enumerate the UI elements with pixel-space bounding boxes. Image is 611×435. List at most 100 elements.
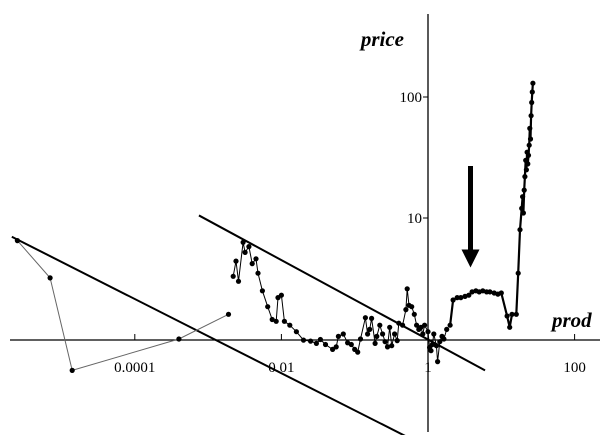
data-point bbox=[230, 273, 236, 279]
data-point bbox=[454, 295, 460, 301]
data-point bbox=[340, 331, 346, 337]
y-axis-title: price bbox=[359, 27, 404, 51]
data-point bbox=[433, 343, 439, 349]
x-axis-title: prod bbox=[550, 308, 592, 332]
data-point bbox=[437, 339, 443, 345]
data-point bbox=[466, 292, 472, 298]
data-point bbox=[255, 270, 261, 276]
data-point bbox=[400, 322, 406, 328]
data-point bbox=[317, 336, 323, 343]
x-tick-label: 0.0001 bbox=[114, 360, 155, 376]
data-point bbox=[278, 292, 284, 298]
data-point bbox=[322, 341, 329, 348]
data-point bbox=[528, 113, 534, 119]
data-point bbox=[225, 311, 232, 317]
data-point bbox=[409, 304, 415, 310]
data-point bbox=[380, 331, 386, 337]
data-point bbox=[382, 339, 388, 345]
data-point bbox=[14, 238, 20, 244]
trend-line-2 bbox=[198, 214, 486, 372]
y-tick-label: 10 bbox=[407, 211, 422, 227]
data-point bbox=[293, 329, 299, 335]
x-tick-label: 1 bbox=[424, 360, 432, 376]
data-point bbox=[523, 167, 530, 173]
data-point bbox=[355, 349, 361, 355]
data-point bbox=[394, 338, 400, 344]
data-point bbox=[403, 307, 409, 313]
data-point bbox=[269, 316, 275, 323]
data-point bbox=[507, 324, 513, 330]
data-point bbox=[435, 359, 441, 365]
data-point bbox=[308, 338, 314, 344]
data-point bbox=[429, 341, 435, 348]
data-point bbox=[69, 367, 75, 373]
data-point bbox=[235, 278, 242, 284]
series-line-1 bbox=[17, 240, 229, 372]
series-line-2 bbox=[232, 242, 448, 362]
data-point bbox=[313, 340, 319, 346]
data-point bbox=[517, 227, 523, 233]
data-point bbox=[520, 210, 527, 216]
data-point bbox=[47, 275, 53, 281]
data-point bbox=[425, 329, 431, 335]
data-point bbox=[527, 136, 534, 142]
data-point bbox=[414, 322, 420, 328]
data-point bbox=[389, 343, 395, 349]
data-point bbox=[259, 288, 265, 294]
data-point bbox=[515, 270, 521, 276]
data-point bbox=[374, 333, 380, 339]
data-point bbox=[520, 194, 526, 200]
data-point bbox=[369, 315, 375, 321]
data-point bbox=[509, 311, 515, 317]
data-point bbox=[458, 295, 464, 301]
data-point bbox=[367, 326, 373, 332]
data-point bbox=[233, 258, 239, 264]
y-tick-label: 100 bbox=[400, 90, 423, 106]
arrow-head-icon bbox=[461, 249, 480, 268]
x-tick-label: 0.01 bbox=[268, 360, 294, 376]
data-point bbox=[357, 336, 364, 342]
x-tick-label: 100 bbox=[563, 360, 586, 376]
data-point bbox=[447, 322, 453, 328]
data-point bbox=[176, 336, 182, 342]
data-point bbox=[498, 290, 504, 296]
data-point bbox=[387, 324, 393, 330]
data-point bbox=[273, 318, 279, 324]
data-point bbox=[422, 322, 428, 328]
data-point bbox=[392, 331, 398, 337]
data-point bbox=[527, 125, 533, 131]
data-point bbox=[287, 322, 293, 328]
data-point bbox=[530, 80, 536, 86]
data-point bbox=[242, 249, 248, 255]
data-point bbox=[253, 256, 259, 262]
data-point bbox=[420, 331, 426, 337]
data-point bbox=[348, 341, 354, 348]
data-point bbox=[365, 331, 371, 337]
data-point bbox=[281, 318, 287, 324]
data-point bbox=[444, 326, 450, 332]
data-point bbox=[513, 311, 519, 317]
data-point bbox=[404, 286, 410, 292]
data-point bbox=[265, 304, 271, 310]
data-point bbox=[522, 174, 528, 180]
data-point bbox=[372, 340, 378, 346]
data-point bbox=[529, 99, 535, 106]
data-point bbox=[335, 333, 341, 339]
data-point bbox=[384, 344, 391, 350]
data-point bbox=[529, 89, 535, 95]
data-point bbox=[300, 337, 307, 343]
data-point bbox=[504, 313, 510, 319]
data-point bbox=[333, 344, 339, 350]
data-point bbox=[431, 331, 437, 337]
data-point bbox=[526, 142, 532, 148]
data-point bbox=[525, 161, 531, 167]
data-point bbox=[521, 187, 527, 193]
data-point bbox=[525, 152, 532, 158]
data-point bbox=[249, 261, 255, 267]
data-point bbox=[450, 297, 456, 303]
data-point bbox=[411, 311, 417, 317]
data-point bbox=[362, 315, 368, 321]
data-point bbox=[487, 289, 493, 295]
